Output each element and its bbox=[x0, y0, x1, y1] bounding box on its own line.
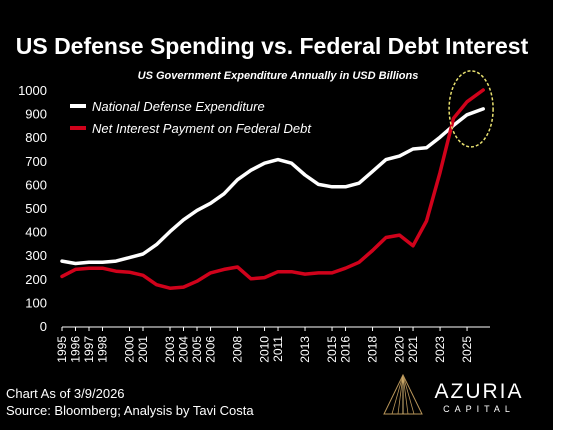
chart-title: US Defense Spending vs. Federal Debt Int… bbox=[16, 33, 529, 59]
x-tick-label: 1997 bbox=[82, 336, 96, 363]
legend-label-defense: National Defense Expenditure bbox=[92, 99, 265, 114]
series-line-interest bbox=[60, 88, 485, 290]
chart-subtitle: US Government Expenditure Annually in US… bbox=[138, 70, 419, 82]
x-tick-label: 2013 bbox=[298, 336, 312, 363]
x-tick-label: 2008 bbox=[231, 336, 245, 363]
y-tick-label: 400 bbox=[25, 225, 47, 240]
y-tick-label: 500 bbox=[25, 201, 47, 216]
logo-mark-icon bbox=[383, 373, 423, 415]
y-tick-label: 1000 bbox=[18, 83, 47, 98]
y-tick-label: 700 bbox=[25, 154, 47, 169]
series-line-defense bbox=[60, 107, 485, 266]
chart-frame: US Defense Spending vs. Federal Debt Int… bbox=[0, 0, 553, 430]
footer-source: Source: Bloomberg; Analysis by Tavi Cost… bbox=[6, 403, 254, 418]
y-tick-label: 200 bbox=[25, 272, 47, 287]
x-tick-label: 2010 bbox=[258, 336, 272, 363]
logo-name: AZURIA bbox=[434, 380, 523, 403]
logo-tagline: CAPITAL bbox=[443, 404, 515, 414]
x-tick-label: 2025 bbox=[460, 336, 474, 363]
y-tick-label: 600 bbox=[25, 177, 47, 192]
x-axis: 1995 1996 1997 1998 2000 2001 2003 2004 2005 2006… bbox=[55, 326, 490, 363]
x-tick-label: 2004 bbox=[177, 336, 191, 363]
x-tick-label: 2003 bbox=[163, 336, 177, 363]
legend: National Defense Expenditure Net Interes… bbox=[70, 99, 312, 136]
legend-label-interest: Net Interest Payment on Federal Debt bbox=[92, 121, 312, 136]
x-tick-label: 2021 bbox=[406, 336, 420, 363]
x-tick-label: 2006 bbox=[204, 336, 218, 363]
x-tick-label: 2011 bbox=[271, 336, 285, 362]
footer-as-of: Chart As of 3/9/2026 bbox=[6, 386, 125, 401]
highlight-ellipse bbox=[448, 70, 494, 148]
y-tick-label: 0 bbox=[40, 319, 47, 334]
x-tick-label: 1995 bbox=[55, 336, 69, 363]
x-tick-label: 2020 bbox=[393, 336, 407, 363]
x-tick-label: 2001 bbox=[136, 336, 150, 363]
annotation-layer bbox=[448, 70, 494, 148]
y-axis: 0 100 200 300 400 500 600 700 800 900 1000 bbox=[18, 83, 47, 334]
y-tick-label: 800 bbox=[25, 130, 47, 145]
x-tick-label: 1998 bbox=[96, 336, 110, 363]
azuria-logo: AZURIA CAPITAL bbox=[383, 373, 523, 415]
chart-svg: US Defense Spending vs. Federal Debt Int… bbox=[6, 33, 529, 418]
series-layer bbox=[60, 88, 485, 290]
x-tick-label: 2000 bbox=[123, 336, 137, 363]
x-tick-label: 2018 bbox=[366, 336, 380, 363]
y-tick-label: 900 bbox=[25, 107, 47, 122]
x-tick-label: 2023 bbox=[433, 336, 447, 363]
y-tick-label: 300 bbox=[25, 248, 47, 263]
y-tick-label: 100 bbox=[25, 295, 47, 310]
x-tick-label: 2005 bbox=[190, 336, 204, 363]
x-tick-label: 1996 bbox=[69, 336, 83, 363]
x-tick-label: 2016 bbox=[339, 336, 353, 363]
x-tick-label: 2015 bbox=[325, 336, 339, 363]
